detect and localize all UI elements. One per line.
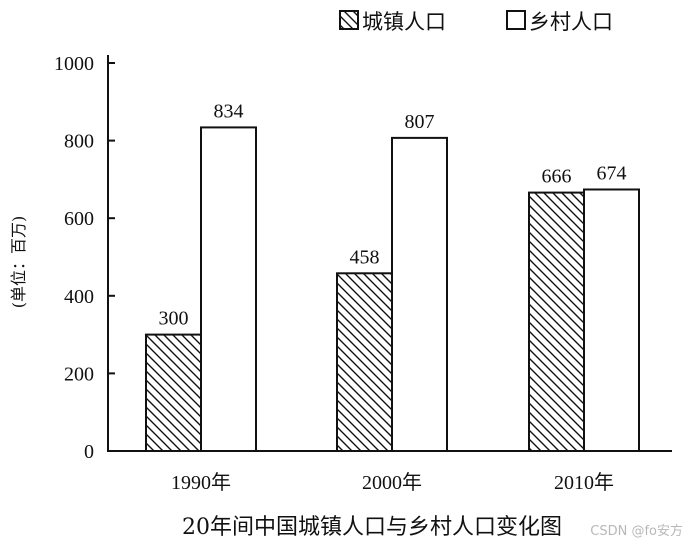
bar-rural xyxy=(200,126,257,453)
x-category-label: 2000年 xyxy=(362,471,422,494)
data-label: 807 xyxy=(405,111,435,133)
legend-label-urban: 城镇人口 xyxy=(362,10,446,34)
x-axis-labels: 1990年 2000年 2010年 xyxy=(171,471,614,494)
bar-urban xyxy=(528,191,585,452)
bar-rural xyxy=(391,136,448,452)
legend: 城镇人口 乡村人口 xyxy=(339,10,613,34)
y-axis-label: (单位：百万) xyxy=(9,216,28,309)
legend-swatch-urban xyxy=(339,10,359,30)
bar-urban xyxy=(145,333,202,453)
bars: 300 834 458 807 666 674 xyxy=(145,100,640,453)
y-tick-label: 400 xyxy=(64,286,94,308)
data-label: 300 xyxy=(159,308,189,330)
y-tick-label: 800 xyxy=(64,131,94,153)
x-category-label: 2010年 xyxy=(554,471,614,494)
y-tick-label: 200 xyxy=(64,363,94,385)
chart-title: 20年间中国城镇人口与乡村人口变化图 xyxy=(182,515,562,540)
legend-swatch-rural xyxy=(506,10,526,30)
data-label: 674 xyxy=(597,162,627,184)
bar-urban xyxy=(336,272,393,452)
legend-label-rural: 乡村人口 xyxy=(529,10,613,34)
y-tick-label: 0 xyxy=(84,441,94,463)
bar-rural xyxy=(583,188,640,452)
y-tick-label: 1000 xyxy=(54,53,94,75)
data-label: 834 xyxy=(214,100,244,122)
y-axis-ticks: 0 200 400 600 800 1000 xyxy=(54,53,115,463)
y-tick-label: 600 xyxy=(64,208,94,230)
x-category-label: 1990年 xyxy=(171,471,231,494)
data-label: 458 xyxy=(350,246,380,268)
data-label: 666 xyxy=(542,166,572,188)
watermark: CSDN @fo安方 xyxy=(590,523,683,539)
